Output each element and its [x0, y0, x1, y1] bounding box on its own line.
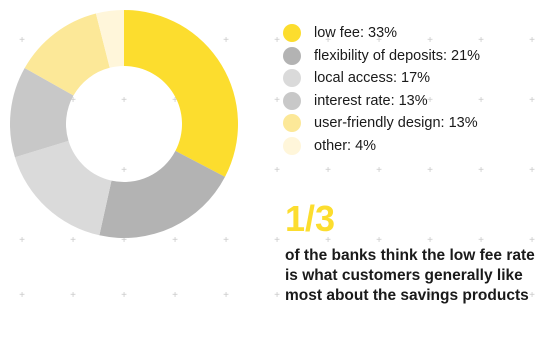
grid-marker: + — [121, 165, 127, 176]
grid-marker: + — [529, 165, 535, 176]
legend-label-flexibility-of-deposits: flexibility of deposits: 21% — [314, 47, 481, 64]
donut-slice-interest-rate — [10, 68, 74, 158]
legend-swatch-flexibility-of-deposits — [283, 46, 301, 65]
grid-marker: + — [223, 290, 229, 301]
grid-marker: + — [325, 235, 331, 246]
grid-marker: + — [427, 95, 433, 106]
grid-marker: + — [70, 95, 76, 106]
legend-swatch-user-friendly-design — [283, 114, 301, 133]
grid-marker: + — [478, 35, 484, 46]
grid-marker: + — [427, 290, 433, 301]
grid-marker: + — [376, 235, 382, 246]
grid-marker: + — [70, 290, 76, 301]
callout-text: of the banks think the low fee rate is w… — [285, 247, 535, 304]
grid-marker: + — [478, 235, 484, 246]
donut-slice-flexibility-of-deposits — [99, 150, 226, 238]
grid-marker: + — [478, 290, 484, 301]
grid-marker: + — [121, 95, 127, 106]
grid-marker: + — [19, 235, 25, 246]
grid-marker: + — [529, 35, 535, 46]
grid-marker: + — [529, 290, 535, 301]
donut-slice-other — [95, 10, 124, 68]
legend-swatch-interest-rate — [283, 91, 301, 110]
legend-item-low-fee: low fee: 33% — [283, 22, 480, 45]
grid-marker: + — [376, 35, 382, 46]
legend-item-user-friendly-design: user-friendly design: 13% — [283, 112, 480, 135]
grid-marker: + — [427, 165, 433, 176]
chart-legend: low fee: 33% flexibility of deposits: 21… — [283, 22, 480, 157]
grid-marker: + — [427, 235, 433, 246]
grid-marker: + — [325, 165, 331, 176]
donut-slice-low-fee — [124, 10, 238, 177]
grid-marker: + — [478, 165, 484, 176]
grid-marker: + — [223, 35, 229, 46]
grid-marker: + — [529, 235, 535, 246]
legend-item-flexibility-of-deposits: flexibility of deposits: 21% — [283, 45, 480, 68]
grid-marker: + — [325, 290, 331, 301]
legend-item-other: other: 4% — [283, 135, 480, 158]
legend-label-low-fee: low fee: 33% — [314, 25, 398, 42]
legend-label-user-friendly-design: user-friendly design: 13% — [314, 115, 478, 132]
grid-marker: + — [274, 35, 280, 46]
grid-marker: + — [274, 290, 280, 301]
grid-marker: + — [325, 35, 331, 46]
legend-label-interest-rate: interest rate: 13% — [314, 92, 428, 109]
grid-marker: + — [70, 235, 76, 246]
legend-item-local-access: local access: 17% — [283, 67, 480, 90]
grid-marker: + — [121, 290, 127, 301]
grid-marker: + — [427, 35, 433, 46]
legend-swatch-other — [283, 136, 301, 155]
legend-swatch-low-fee — [283, 24, 301, 43]
grid-marker: + — [274, 165, 280, 176]
grid-marker: + — [274, 95, 280, 106]
grid-marker: + — [376, 165, 382, 176]
grid-marker: + — [274, 235, 280, 246]
grid-marker: + — [172, 235, 178, 246]
grid-marker: + — [376, 290, 382, 301]
grid-marker: + — [19, 290, 25, 301]
legend-label-other: other: 4% — [314, 137, 377, 154]
grid-marker: + — [19, 35, 25, 46]
grid-marker: + — [529, 95, 535, 106]
grid-marker: + — [376, 95, 382, 106]
grid-marker: + — [172, 95, 178, 106]
grid-marker: + — [223, 235, 229, 246]
grid-marker: + — [172, 290, 178, 301]
donut-slice-local-access — [14, 140, 112, 236]
donut-chart — [10, 10, 238, 238]
grid-marker: + — [121, 235, 127, 246]
legend-swatch-local-access — [283, 69, 301, 88]
donut-slice-user-friendly-design — [24, 13, 110, 96]
grid-marker: + — [325, 95, 331, 106]
legend-label-local-access: local access: 17% — [314, 70, 431, 87]
callout-fraction: 1/3 — [285, 198, 336, 239]
legend-item-interest-rate: interest rate: 13% — [283, 90, 480, 113]
grid-marker: + — [478, 95, 484, 106]
